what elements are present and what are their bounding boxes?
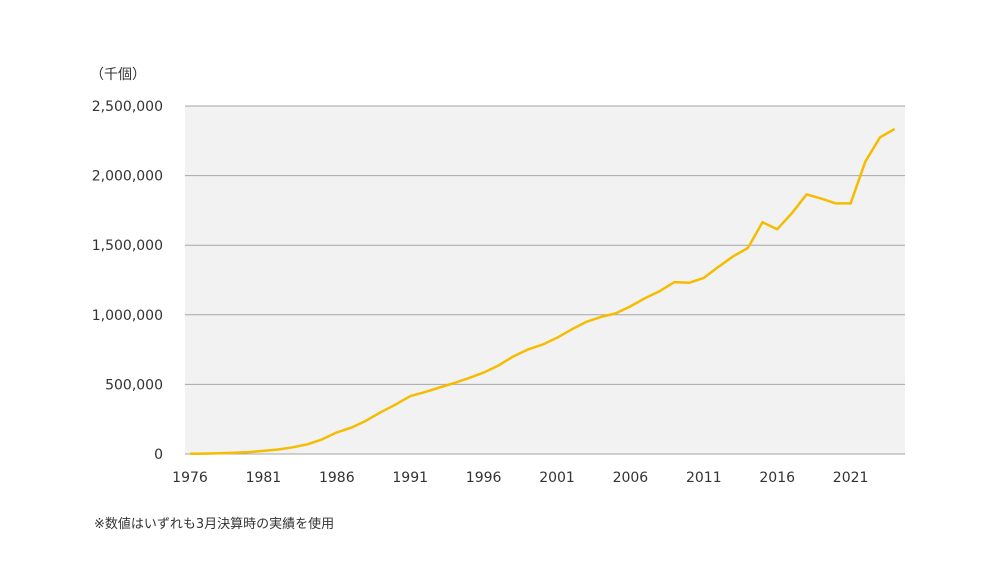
plot-area <box>185 106 905 454</box>
x-tick-label: 1996 <box>466 470 502 486</box>
y-tick-label: 0 <box>154 447 163 463</box>
y-tick-label: 2,500,000 <box>92 99 163 115</box>
y-tick-label: 1,000,000 <box>92 308 163 324</box>
x-tick-label: 2021 <box>833 470 869 486</box>
x-tick-label: 2011 <box>686 470 722 486</box>
y-tick-label: 1,500,000 <box>92 238 163 254</box>
x-tick-label: 1981 <box>246 470 282 486</box>
y-tick-label: 2,000,000 <box>92 169 163 185</box>
x-tick-label: 2001 <box>539 470 575 486</box>
footnote: ※数値はいずれも3月決算時の実績を使用 <box>94 517 335 532</box>
y-tick-label: 500,000 <box>105 377 163 393</box>
y-axis-unit-label: （千個） <box>90 67 146 83</box>
x-tick-label: 2006 <box>613 470 649 486</box>
x-tick-label: 1991 <box>392 470 428 486</box>
data-series-line <box>189 127 896 455</box>
x-tick-label: 1986 <box>319 470 355 486</box>
x-tick-label: 1976 <box>172 470 208 486</box>
x-tick-label: 2016 <box>759 470 795 486</box>
